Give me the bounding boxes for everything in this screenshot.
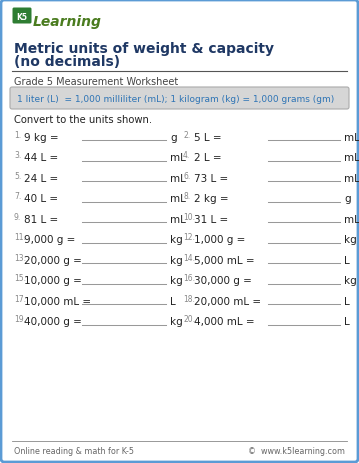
Text: 40,000 g =: 40,000 g = (24, 317, 82, 327)
Text: 12.: 12. (183, 233, 195, 242)
Text: 9.: 9. (14, 213, 21, 221)
Text: 20.: 20. (183, 315, 195, 324)
Text: 20,000 g =: 20,000 g = (24, 256, 82, 265)
Text: 17.: 17. (14, 294, 26, 303)
Text: 30,000 g =: 30,000 g = (194, 276, 252, 286)
Text: mL: mL (344, 174, 359, 184)
Text: 1.: 1. (14, 131, 21, 140)
Text: ©  www.k5learning.com: © www.k5learning.com (248, 446, 345, 455)
Text: mL: mL (170, 174, 186, 184)
Text: 7.: 7. (14, 192, 21, 201)
Text: 31 L =: 31 L = (194, 214, 228, 225)
Text: kg: kg (344, 235, 357, 245)
Text: 2 L =: 2 L = (194, 153, 222, 163)
Text: 4,000 mL =: 4,000 mL = (194, 317, 255, 327)
Text: mL: mL (170, 214, 186, 225)
Text: 18.: 18. (183, 294, 195, 303)
Text: mL: mL (170, 153, 186, 163)
Text: 2.: 2. (183, 131, 190, 140)
Text: 2 kg =: 2 kg = (194, 194, 229, 204)
FancyBboxPatch shape (13, 8, 32, 25)
Text: kg: kg (170, 256, 183, 265)
Text: kg: kg (170, 235, 183, 245)
FancyBboxPatch shape (10, 88, 349, 110)
Text: 3.: 3. (14, 151, 21, 160)
Text: 10,000 g =: 10,000 g = (24, 276, 82, 286)
Text: kg: kg (170, 276, 183, 286)
Text: Online reading & math for K-5: Online reading & math for K-5 (14, 446, 134, 455)
Text: 15.: 15. (14, 274, 26, 283)
Text: 19.: 19. (14, 315, 26, 324)
Text: 40 L =: 40 L = (24, 194, 58, 204)
Text: 9,000 g =: 9,000 g = (24, 235, 75, 245)
Text: 6.: 6. (183, 172, 190, 181)
Text: Metric units of weight & capacity: Metric units of weight & capacity (14, 42, 274, 56)
Text: 13.: 13. (14, 253, 26, 263)
Text: 5.: 5. (14, 172, 21, 181)
Text: 1 liter (L)  = 1,000 milliliter (mL); 1 kilogram (kg) = 1,000 grams (gm): 1 liter (L) = 1,000 milliliter (mL); 1 k… (17, 94, 334, 103)
Text: Convert to the units shown.: Convert to the units shown. (14, 115, 152, 125)
Text: L: L (344, 296, 350, 307)
Text: mL: mL (344, 214, 359, 225)
Text: 81 L =: 81 L = (24, 214, 58, 225)
Text: mL: mL (344, 153, 359, 163)
Text: 9 kg =: 9 kg = (24, 133, 59, 143)
Text: 4.: 4. (183, 151, 190, 160)
Text: g: g (170, 133, 177, 143)
Text: 24 L =: 24 L = (24, 174, 58, 184)
Text: 73 L =: 73 L = (194, 174, 228, 184)
Text: mL: mL (170, 194, 186, 204)
Text: (no decimals): (no decimals) (14, 55, 120, 69)
Text: 10,000 mL =: 10,000 mL = (24, 296, 91, 307)
Text: L: L (344, 256, 350, 265)
Text: 14.: 14. (183, 253, 195, 263)
Text: 8.: 8. (183, 192, 190, 201)
Text: 16.: 16. (183, 274, 195, 283)
Text: L: L (170, 296, 176, 307)
Text: K5: K5 (17, 13, 28, 21)
Text: kg: kg (170, 317, 183, 327)
Text: 44 L =: 44 L = (24, 153, 58, 163)
Text: 5,000 mL =: 5,000 mL = (194, 256, 255, 265)
Text: mL: mL (344, 133, 359, 143)
Text: g: g (344, 194, 351, 204)
Text: 10.: 10. (183, 213, 195, 221)
Text: L: L (344, 317, 350, 327)
Text: kg: kg (344, 276, 357, 286)
Text: 11.: 11. (14, 233, 26, 242)
Text: Grade 5 Measurement Worksheet: Grade 5 Measurement Worksheet (14, 77, 178, 87)
Text: 20,000 mL =: 20,000 mL = (194, 296, 261, 307)
Text: Learning: Learning (33, 15, 102, 29)
Text: 1,000 g =: 1,000 g = (194, 235, 245, 245)
Text: 5 L =: 5 L = (194, 133, 222, 143)
